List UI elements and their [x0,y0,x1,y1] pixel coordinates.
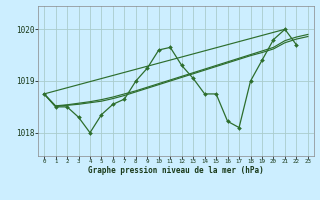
X-axis label: Graphe pression niveau de la mer (hPa): Graphe pression niveau de la mer (hPa) [88,166,264,175]
